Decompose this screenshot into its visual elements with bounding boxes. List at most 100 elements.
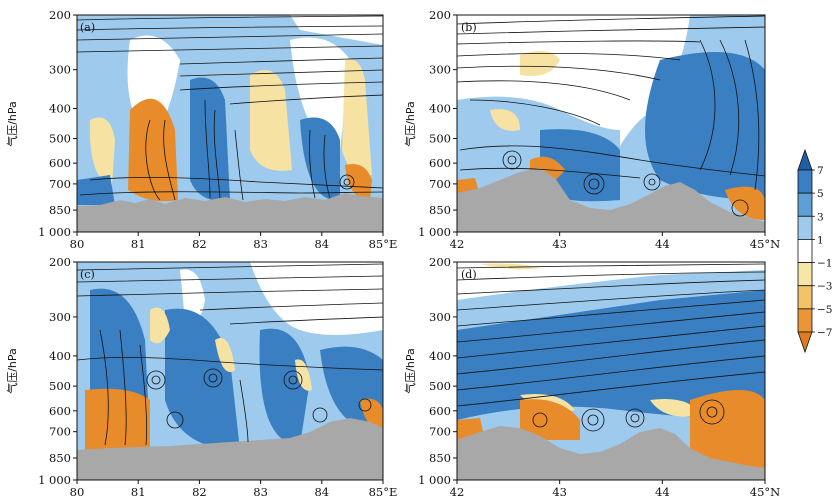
x-tick-label: 85°E [369, 485, 398, 499]
y-tick-label: 200 [49, 255, 71, 269]
field-blue-strong [457, 290, 765, 420]
field-yellow [250, 70, 292, 171]
field-yellow [150, 307, 170, 344]
colorbar-label: −7 [817, 327, 832, 339]
panel-c: (c) 200 300 400 500 600 700 850 1 000 80 81 82 83 8… [5, 255, 397, 499]
x-tick-label: 84 [314, 237, 329, 251]
field-blue-strong [540, 129, 620, 202]
x-tick-label: 45°N [750, 237, 780, 251]
panel-c-fields [77, 262, 383, 480]
y-tick-label: 500 [429, 132, 451, 146]
terrain [77, 193, 383, 232]
colorbar: 7 5 3 1 −1 −3 −5 −7 [797, 148, 832, 354]
panel-c-frame [76, 261, 384, 481]
x-tick-label: 84 [314, 485, 329, 499]
y-tick-label: 700 [49, 177, 71, 191]
colorbar-bottom-extend [797, 331, 813, 354]
colorbar-label: 5 [817, 188, 824, 200]
y-tick-label: 200 [429, 255, 451, 269]
y-tick-label: 600 [49, 404, 71, 418]
y-tick-label: 400 [429, 349, 451, 363]
panel-a-ylabel: 气压/hPa [5, 101, 19, 147]
panel-b-frame [456, 14, 766, 233]
colorbar-segment [797, 215, 813, 240]
colorbar-label: 7 [817, 165, 824, 177]
panel-d-frame [456, 261, 766, 481]
field-orange [85, 388, 150, 450]
y-tick-label: 600 [429, 404, 451, 418]
panel-d-label: (d) [461, 268, 477, 281]
panel-c-streamlines [76, 263, 384, 446]
y-tick-label: 850 [49, 203, 71, 217]
field-orange [128, 98, 178, 202]
y-tick-label: 700 [429, 425, 451, 439]
x-tick-label: 80 [70, 485, 85, 499]
colorbar-label: 3 [817, 211, 824, 223]
y-tick-label: 200 [429, 8, 451, 22]
terrain [457, 426, 765, 480]
x-tick-label: 83 [253, 485, 268, 499]
field-yellow [520, 51, 560, 76]
panel-a-label: (a) [80, 21, 95, 34]
field-white [180, 269, 205, 323]
y-tick-label: 700 [429, 177, 451, 191]
panel-a: (a) 200 300 400 500 600 700 850 1 000 80 81 82 83 8… [5, 8, 397, 251]
panel-b-fields [457, 15, 765, 233]
x-tick-label: 83 [253, 237, 268, 251]
panel-a-frame [76, 14, 384, 233]
y-tick-label: 400 [49, 349, 71, 363]
colorbar-segment [797, 239, 813, 263]
field-blue-strong [190, 77, 230, 201]
y-tick-label: 500 [49, 379, 71, 393]
x-tick-label: 82 [192, 485, 207, 499]
x-tick-label: 43 [552, 237, 567, 251]
y-tick-label: 850 [49, 451, 71, 465]
x-tick-label: 81 [131, 485, 146, 499]
x-tick-label: 45°N [750, 485, 780, 499]
field-blue-strong [77, 175, 115, 205]
x-tick-label: 44 [655, 237, 670, 251]
y-tick-label: 600 [429, 156, 451, 170]
y-tick-label: 400 [429, 101, 451, 115]
y-tick-label: 600 [49, 156, 71, 170]
field-yellow [215, 338, 235, 372]
field-blue-strong [645, 52, 765, 200]
y-tick-label: 300 [429, 63, 451, 77]
y-tick-label: 200 [49, 8, 71, 22]
y-tick-label: 300 [429, 310, 451, 324]
y-tick-label: 400 [49, 101, 71, 115]
colorbar-segment [797, 262, 813, 287]
field-yellow [490, 109, 520, 131]
field-blue-strong [300, 117, 340, 201]
colorbar-segment [797, 308, 813, 333]
terrain [77, 418, 383, 480]
field-orange [690, 390, 765, 470]
field-orange [345, 164, 372, 200]
field-white [290, 37, 350, 150]
x-tick-label: 81 [131, 237, 146, 251]
colorbar-label: −3 [817, 281, 832, 293]
x-tick-label: 43 [552, 485, 567, 499]
panel-b-ylabel: 气压/hPa [403, 101, 417, 147]
field-orange [725, 186, 765, 220]
field-yellow [89, 117, 115, 185]
panel-b-streamlines [456, 15, 766, 217]
x-tick-label: 82 [192, 237, 207, 251]
y-tick-label: 1 000 [418, 473, 451, 487]
field-yellow [295, 359, 312, 391]
y-tick-label: 850 [429, 203, 451, 217]
colorbar-label: 1 [817, 234, 824, 246]
x-tick-label: 42 [450, 485, 465, 499]
y-tick-label: 1 000 [38, 225, 71, 239]
x-tick-label: 80 [70, 237, 85, 251]
panel-a-streamlines [76, 15, 384, 201]
colorbar-top-extend [797, 148, 813, 171]
panel-d-streamlines [456, 263, 766, 432]
y-tick-label: 300 [49, 63, 71, 77]
panel-d-ylabel: 气压/hPa [403, 348, 417, 394]
y-tick-label: 1 000 [38, 473, 71, 487]
field-blue-strong [259, 328, 310, 445]
y-tick-label: 850 [429, 451, 451, 465]
panel-b-label: (b) [461, 21, 477, 34]
